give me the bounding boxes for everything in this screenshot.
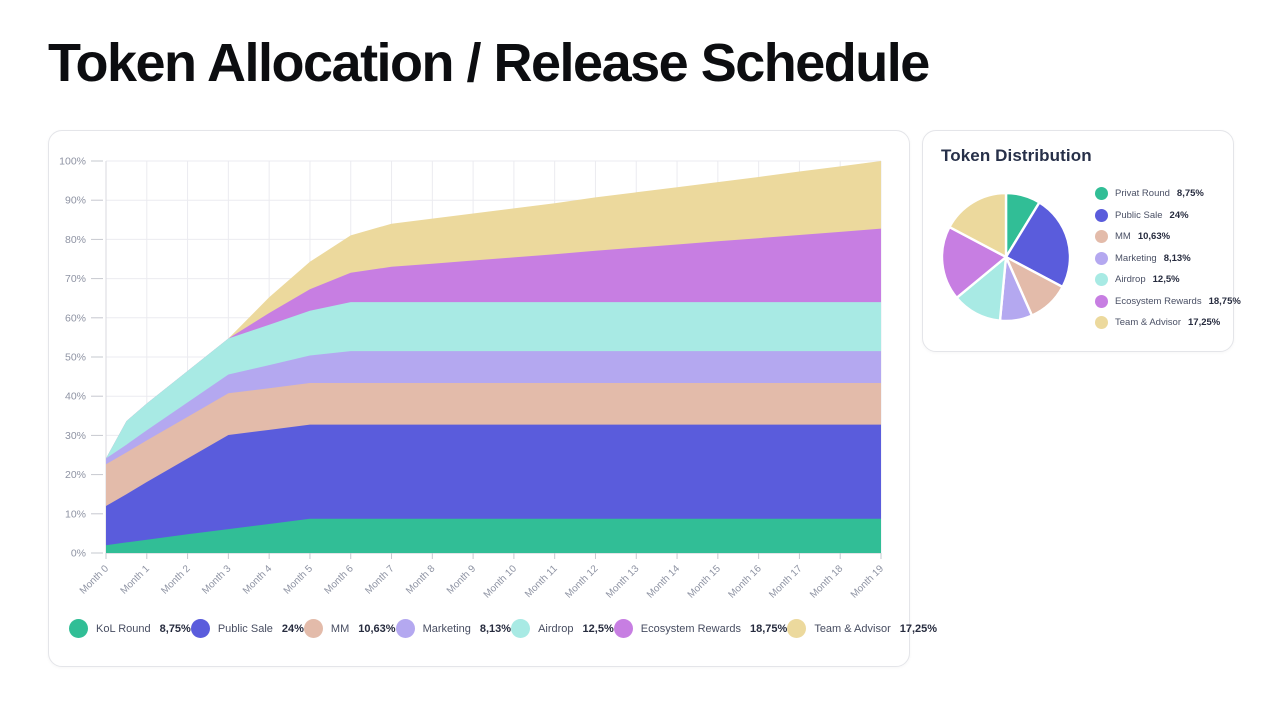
x-axis-label: Month 12 [563,563,601,601]
legend-value: 8,13% [479,622,512,635]
x-axis-label: Month 16 [726,563,764,601]
y-axis-label: 100% [59,156,86,168]
legend-value: 18,75% [750,622,788,635]
legend-value: 8,13% [1163,252,1191,264]
x-axis-label: Month 8 [404,563,438,597]
y-axis-label: 90% [65,195,86,207]
legend-value: 10,63% [358,622,396,635]
legend-label: Privat Round [1115,188,1170,199]
legend-value: 12,5% [582,622,614,635]
legend-dot-icon [1095,187,1108,200]
x-axis-label: Month 0 [78,563,112,597]
x-axis-label: Month 19 [849,563,887,601]
legend-dot-icon [511,619,531,638]
pie-slice-ecosystem-rewards [940,225,1008,299]
legend-label: Team & Advisor [1115,317,1181,328]
area-series-kol-round [106,518,881,553]
legend-item-mm: MM 10,63% [303,619,396,638]
legend-dot-icon [613,619,633,638]
legend-value: 17,25% [1188,317,1221,328]
pie-legend-item-privat-round: Privat Round 8,75% [1095,187,1241,200]
legend-value: 10,63% [1137,231,1171,242]
legend-item-airdrop: Airdrop 12,5% [511,619,614,638]
release-schedule-area-chart: Month 0 Month 1 Month 2 Month 3 Month 4 Month… [59,156,887,601]
legend-value: 24% [281,622,304,635]
legend-label: Ecosystem Rewards [640,622,741,635]
y-axis-label: 70% [65,273,86,285]
x-axis-label: Month 4 [241,563,275,597]
legend-dot-icon [1095,273,1108,286]
x-axis-label: Month 15 [686,563,724,601]
release-schedule-card: Month 0 Month 1 Month 2 Month 3 Month 4 Month… [48,130,937,667]
area-chart-legend: KoL Round 8,75% Public Sale 24% MM 10,63% Mark… [69,619,937,638]
pie-legend-item-ecosystem-rewards: Ecosystem Rewards 18,75% [1095,294,1241,308]
legend-dot-icon [1095,230,1108,243]
legend-label: Public Sale [1115,209,1163,221]
legend-dot-icon [787,619,807,638]
legend-label: KoL Round [96,622,151,635]
legend-label: Team & Advisor [814,622,891,635]
y-axis-label: 50% [65,352,86,364]
legend-value: 12,5% [1152,274,1180,285]
legend-value: 24% [1169,209,1189,221]
x-axis-label: Month 3 [200,563,234,597]
legend-label: MM [330,622,350,635]
x-axis-label: Month 5 [282,563,316,597]
x-axis-label: Month 9 [445,563,479,597]
y-axis-label: 10% [65,508,86,520]
pie-legend-item-mm: MM 10,63% [1095,230,1241,243]
y-axis-label: 20% [65,469,86,481]
legend-item-team-advisor: Team & Advisor 17,25% [787,619,937,638]
legend-dot-icon [1095,316,1108,329]
x-axis-label: Month 18 [808,563,846,601]
x-axis-label: Month 6 [323,563,357,597]
legend-value: 17,25% [899,622,938,635]
legend-dot-icon [1095,208,1108,222]
legend-label: MM [1115,231,1131,242]
legend-item-public-sale: Public Sale 24% [190,619,304,638]
token-distribution-pie-chart [940,191,1072,323]
page-title: Token Allocation / Release Schedule [48,33,930,93]
pie-legend-item-team-advisor: Team & Advisor 17,25% [1095,316,1241,329]
legend-label: Marketing [1115,252,1157,264]
legend-value: 18,75% [1208,295,1241,307]
pie-card-title: Token Distribution [941,146,1092,165]
pie-legend-item-public-sale: Public Sale 24% [1095,208,1241,222]
token-distribution-card: Token Distribution Privat Round 8,75% Publ… [922,130,1241,352]
legend-dot-icon [395,619,415,638]
y-axis-label: 0% [71,548,86,560]
x-axis-label: Month 10 [482,563,520,601]
legend-item-ecosystem-rewards: Ecosystem Rewards 18,75% [613,619,788,638]
y-axis-label: 80% [65,234,86,246]
legend-item-marketing: Marketing 8,13% [395,619,512,638]
pie-slice-team-advisor [948,191,1008,259]
legend-dot-icon [69,619,88,638]
y-axis-label: 40% [65,391,86,403]
pie-chart-legend: Privat Round 8,75% Public Sale 24% MM 10,63% M… [1095,187,1241,329]
x-axis-label: Month 1 [119,563,153,597]
x-axis-label: Month 7 [363,563,397,597]
legend-label: Airdrop [538,622,574,635]
pie-legend-item-airdrop: Airdrop 12,5% [1095,273,1241,286]
x-axis-label: Month 17 [767,563,805,601]
legend-label: Airdrop [1115,274,1146,285]
x-axis-label: Month 2 [159,563,193,597]
legend-dot-icon [1095,251,1108,265]
legend-dot-icon [303,619,323,638]
x-axis-label: Month 11 [523,563,560,600]
legend-value: 8,75% [1176,188,1204,199]
x-axis-label: Month 14 [645,563,683,601]
legend-label: Public Sale [217,622,273,635]
legend-label: Ecosystem Rewards [1115,295,1202,307]
y-axis-label: 60% [65,312,86,324]
x-axis-label: Month 13 [604,563,642,601]
y-axis-label: 30% [65,430,86,442]
legend-item-kol-round: KoL Round 8,75% [69,619,191,638]
legend-value: 8,75% [159,622,191,635]
pie-slice-public-sale [1004,201,1072,289]
legend-label: Marketing [422,622,471,635]
legend-dot-icon [190,619,210,638]
pie-legend-item-marketing: Marketing 8,13% [1095,251,1241,265]
legend-dot-icon [1095,294,1108,308]
